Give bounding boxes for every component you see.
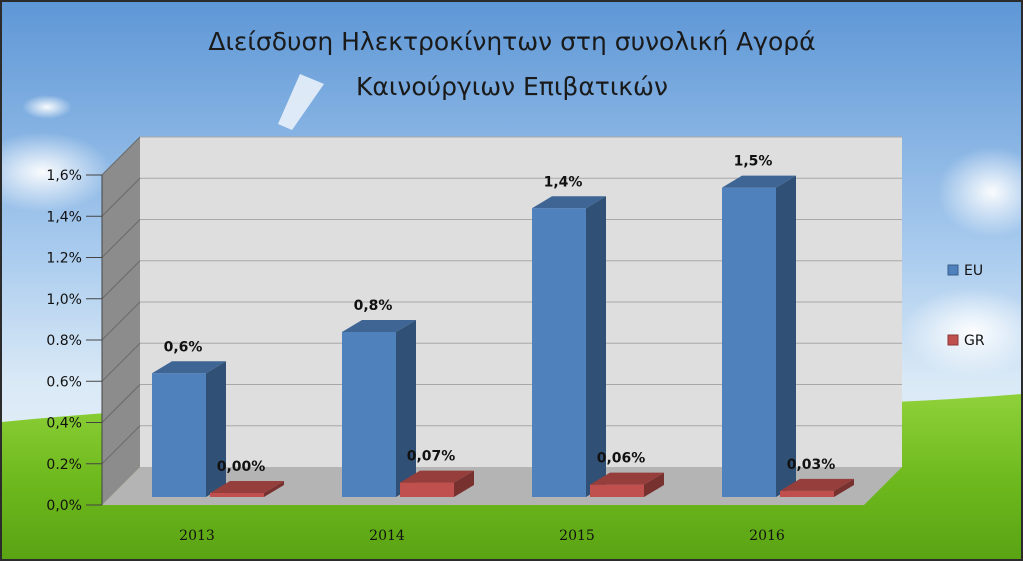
legend: EU GR	[947, 263, 985, 349]
bar-front	[532, 208, 586, 497]
y-tick-label: 0,0%	[46, 498, 82, 514]
cloud-right-low	[902, 287, 1021, 377]
gridline-side	[101, 177, 141, 217]
bars: 0,6% 0,00% 0,8% 0,07% 1,4% 0,06% 1,5% 0,03%	[152, 154, 854, 497]
gridline-side	[101, 260, 141, 300]
legend-swatch-eu	[947, 264, 959, 276]
bar-gr-2013	[210, 481, 284, 497]
data-label-eu-2013: 0,6%	[164, 339, 203, 355]
cloud-left	[2, 132, 112, 212]
bar-side	[586, 196, 606, 497]
chart-title-line-2: Καινούργιων Επιβατικών	[356, 72, 668, 101]
wind-turbine-blade	[278, 74, 324, 130]
y-tick-label: 1,0%	[46, 292, 82, 308]
plot-floor	[102, 467, 902, 505]
bar-side	[396, 320, 416, 497]
gridline-side	[101, 219, 141, 258]
bar-front	[400, 482, 454, 497]
data-label-gr-2016: 0,03%	[787, 457, 836, 473]
bar-front	[722, 187, 776, 497]
bar-front	[152, 373, 206, 497]
bar-top	[152, 361, 226, 374]
y-tick-label: 1,4%	[46, 209, 82, 225]
bar-eu-2013	[152, 361, 226, 497]
data-label-gr-2014: 0,07%	[407, 449, 456, 465]
bar-side	[206, 361, 226, 497]
data-label-gr-2013: 0,00%	[217, 459, 266, 475]
gridline-side	[101, 425, 141, 465]
bar-top	[342, 320, 416, 332]
bar-top	[780, 478, 854, 491]
x-axis: 2013 2014 2015 2016	[179, 528, 785, 544]
bar-top	[400, 470, 474, 483]
y-tick-label: 0.2%	[46, 457, 82, 473]
bar-front	[780, 490, 834, 497]
gridline-side	[101, 384, 141, 423]
y-tick-label: 0.6%	[46, 374, 82, 390]
y-axis: 0,0% 0.2% 0,4% 0.6% 0.8% 1,0% 1.2% 1,4% 1,6%	[46, 168, 103, 514]
y-tick-label: 1,6%	[46, 168, 82, 184]
bar-top	[590, 472, 664, 485]
data-label-gr-2015: 0,06%	[597, 451, 646, 467]
bar-eu-2015	[532, 196, 606, 497]
bar-side	[644, 472, 664, 497]
bar-front	[210, 493, 264, 497]
x-tick-label: 2014	[369, 528, 405, 544]
bar-gr-2015	[590, 472, 664, 497]
bar-side	[454, 470, 474, 497]
bar-side	[264, 481, 284, 497]
bar-front	[590, 484, 644, 497]
y-tick-label: 0,4%	[46, 416, 82, 432]
chart-title-line-1: Διείσδυση Ηλεκτροκίνητων στη συνολική Αγ…	[208, 27, 815, 56]
data-label-eu-2014: 0,8%	[354, 298, 393, 314]
bar-gr-2014	[400, 470, 474, 497]
x-tick-label: 2016	[749, 528, 785, 544]
bar-gr-2016	[780, 478, 854, 497]
legend-label-eu: EU	[964, 263, 983, 279]
bar-top	[532, 196, 606, 209]
y-tick-label: 0.8%	[46, 333, 82, 349]
legend-label-gr: GR	[964, 333, 985, 349]
y-tick-label: 1.2%	[46, 251, 82, 267]
bar-top	[210, 481, 284, 493]
gridline-side	[101, 342, 141, 382]
bar-side	[776, 175, 796, 497]
bar-eu-2016	[722, 175, 796, 497]
cloud-top-left	[22, 95, 72, 119]
gridline-side	[101, 136, 141, 176]
data-label-eu-2015: 1,4%	[544, 174, 583, 190]
bar-front	[342, 332, 396, 497]
bar-top	[722, 175, 796, 188]
cloud-right	[937, 147, 1021, 237]
x-tick-label: 2013	[179, 528, 215, 544]
legend-swatch-gr	[947, 334, 959, 346]
gridline-side	[101, 301, 141, 341]
x-tick-label: 2015	[559, 528, 595, 544]
bar-eu-2014	[342, 320, 416, 497]
bar-side	[834, 478, 854, 497]
data-label-eu-2016: 1,5%	[734, 154, 773, 170]
